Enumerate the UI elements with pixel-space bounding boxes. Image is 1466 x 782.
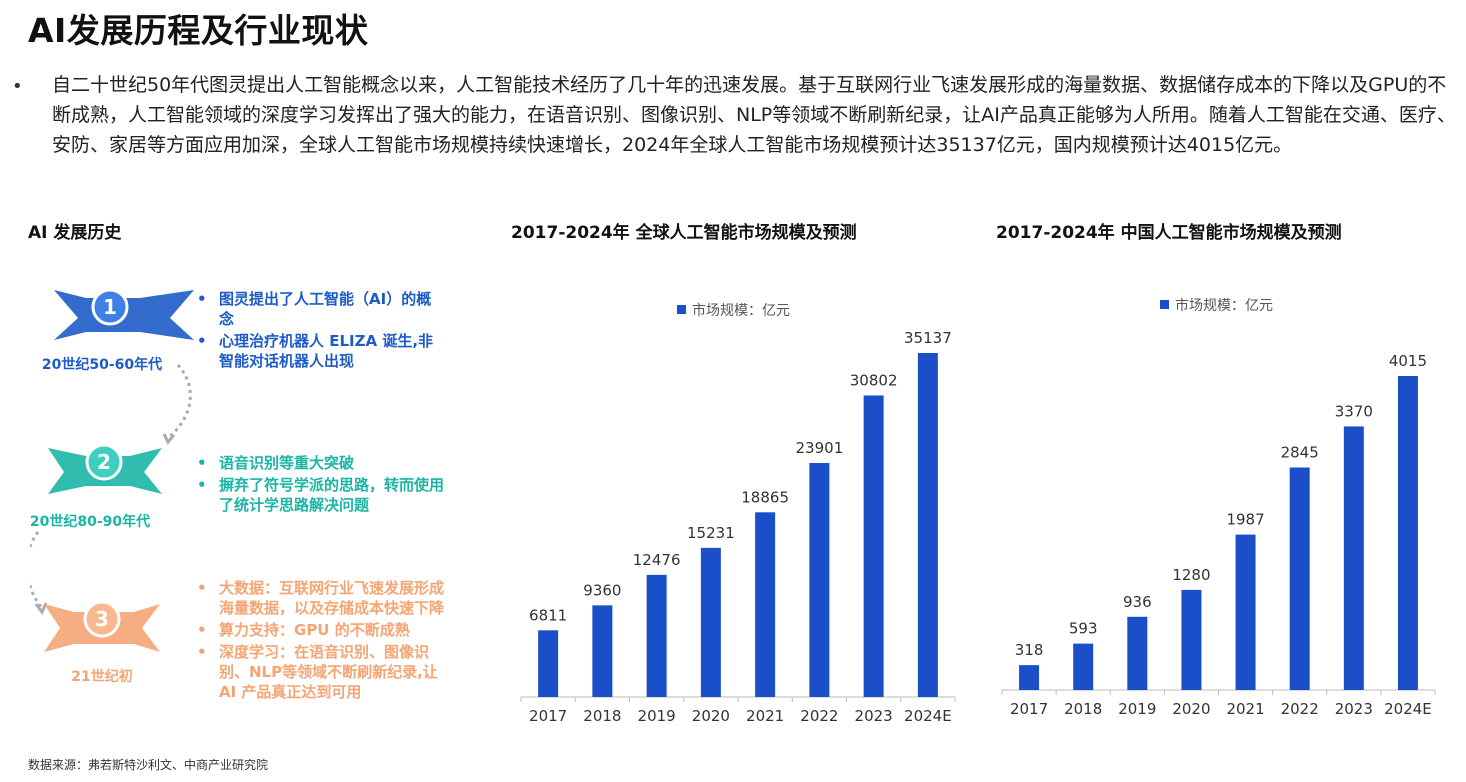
bar-value-label: 593 bbox=[1069, 620, 1098, 638]
stage-2-item: 摒弃了符号学派的思路，转而使用了统计学思路解决问题 bbox=[195, 475, 445, 515]
chart-china: 市场规模：亿元 318 2017 593 2018 936 2019 1280 2020 1987… bbox=[1001, 297, 1436, 718]
chart-china-title: 2017-2024年 中国人工智能市场规模及预测 bbox=[996, 223, 1342, 243]
connector-2-3 bbox=[30, 531, 44, 609]
x-tick-label: 2018 bbox=[583, 707, 621, 725]
bar bbox=[1397, 376, 1418, 690]
stage-3-number: 3 bbox=[95, 607, 109, 631]
bar bbox=[1127, 616, 1148, 690]
connector-arrow-1 bbox=[162, 433, 176, 445]
bar-value-label: 936 bbox=[1123, 593, 1152, 611]
bar-value-label: 4015 bbox=[1389, 352, 1427, 370]
bar bbox=[592, 605, 613, 697]
bar-value-label: 9360 bbox=[583, 581, 621, 599]
bar-value-label: 12476 bbox=[633, 551, 681, 569]
connector-arrow-2 bbox=[34, 602, 48, 615]
x-tick-label: 2021 bbox=[1226, 700, 1264, 718]
stage-3-era: 21世纪初 bbox=[71, 669, 133, 685]
legend-swatch bbox=[677, 305, 686, 314]
stage-2-number: 2 bbox=[97, 450, 111, 474]
x-tick-label: 2022 bbox=[1281, 700, 1319, 718]
stage-1-item: 心理治疗机器人 ELIZA 诞生,非智能对话机器人出现 bbox=[195, 331, 445, 371]
bar-value-label: 318 bbox=[1015, 641, 1044, 659]
stage-1-items: 图灵提出了人工智能（AI）的概念 心理治疗机器人 ELIZA 诞生,非智能对话机… bbox=[195, 289, 445, 373]
x-tick-label: 2020 bbox=[692, 707, 730, 725]
chart-global-title: 2017-2024年 全球人工智能市场规模及预测 bbox=[511, 223, 857, 243]
bar-value-label: 23901 bbox=[796, 439, 844, 457]
bar bbox=[1343, 426, 1364, 690]
stage-2-era: 20世纪80-90年代 bbox=[29, 514, 151, 530]
bar-value-label: 3370 bbox=[1335, 402, 1373, 420]
bar-value-label: 1987 bbox=[1226, 511, 1264, 529]
stage-2-items: 语音识别等重大突破 摒弃了符号学派的思路，转而使用了统计学思路解决问题 bbox=[195, 453, 445, 517]
x-tick-label: 2022 bbox=[800, 707, 838, 725]
bar bbox=[809, 463, 830, 697]
stage-3-items: 大数据：互联网行业飞速发展形成海量数据，以及存储成本快速下降 算力支持：GPU … bbox=[195, 578, 445, 704]
bar bbox=[646, 574, 667, 697]
stage-1-item: 图灵提出了人工智能（AI）的概念 bbox=[195, 289, 445, 329]
x-tick-label: 2024E bbox=[1384, 700, 1432, 718]
stage-3-item: 大数据：互联网行业飞速发展形成海量数据，以及存储成本快速下降 bbox=[195, 578, 445, 618]
bar bbox=[755, 512, 776, 697]
x-tick-label: 2020 bbox=[1172, 700, 1210, 718]
x-tick-label: 2023 bbox=[1335, 700, 1373, 718]
bar bbox=[538, 630, 559, 697]
x-tick-label: 2019 bbox=[638, 707, 676, 725]
intro-bullet: • bbox=[12, 76, 23, 97]
bar-value-label: 15231 bbox=[687, 524, 735, 542]
stage-1-era: 20世纪50-60年代 bbox=[41, 357, 163, 373]
legend-swatch bbox=[1160, 300, 1169, 309]
x-tick-label: 2021 bbox=[746, 707, 784, 725]
intro-paragraph: 自二十世纪50年代图灵提出人工智能概念以来，人工智能技术经历了几十年的迅速发展。… bbox=[52, 74, 1456, 156]
stage-3-badge: 3 bbox=[44, 600, 160, 652]
bar bbox=[917, 353, 938, 697]
bar bbox=[700, 547, 721, 697]
bar bbox=[1235, 534, 1256, 690]
bar-value-label: 18865 bbox=[741, 488, 789, 506]
bar bbox=[863, 395, 884, 697]
data-source: 数据来源：弗若斯特沙利文、中商产业研究院 bbox=[28, 758, 269, 772]
stage-2-badge: 2 bbox=[48, 443, 162, 494]
stage-2-item: 语音识别等重大突破 bbox=[195, 453, 445, 473]
history-graphic: 1 2 3 bbox=[30, 288, 194, 652]
stage-3-item: 算力支持：GPU 的不断成熟 bbox=[195, 620, 445, 640]
bar bbox=[1073, 643, 1094, 690]
bar-value-label: 35137 bbox=[904, 329, 952, 347]
legend-label: 市场规模：亿元 bbox=[692, 302, 790, 319]
page-title: AI发展历程及行业现状 bbox=[28, 11, 369, 50]
x-tick-label: 2024E bbox=[904, 707, 952, 725]
bar-value-label: 2845 bbox=[1281, 444, 1319, 462]
x-tick-label: 2019 bbox=[1118, 700, 1156, 718]
x-tick-label: 2017 bbox=[529, 707, 567, 725]
stage-3-item: 深度学习：在语音识别、图像识别、NLP等领域不断刷新纪录,让 AI 产品真正达到… bbox=[195, 642, 445, 702]
bar bbox=[1181, 589, 1202, 690]
stage-1-number: 1 bbox=[103, 295, 117, 319]
legend: 市场规模：亿元 bbox=[1160, 297, 1273, 314]
x-tick-label: 2023 bbox=[855, 707, 893, 725]
bar-value-label: 30802 bbox=[850, 371, 898, 389]
bar bbox=[1289, 467, 1310, 690]
stage-1-badge: 1 bbox=[54, 288, 194, 340]
bar-value-label: 1280 bbox=[1172, 566, 1210, 584]
bar bbox=[1019, 665, 1040, 690]
history-title: AI 发展历史 bbox=[28, 223, 122, 243]
x-tick-label: 2018 bbox=[1064, 700, 1102, 718]
legend-label: 市场规模：亿元 bbox=[1175, 297, 1273, 314]
chart-global: 市场规模：亿元 6811 2017 9360 2018 12476 2019 15231 202… bbox=[520, 302, 956, 725]
legend: 市场规模：亿元 bbox=[677, 302, 790, 319]
bar-value-label: 6811 bbox=[529, 606, 567, 624]
x-tick-label: 2017 bbox=[1010, 700, 1048, 718]
connector-1-2 bbox=[167, 364, 192, 440]
